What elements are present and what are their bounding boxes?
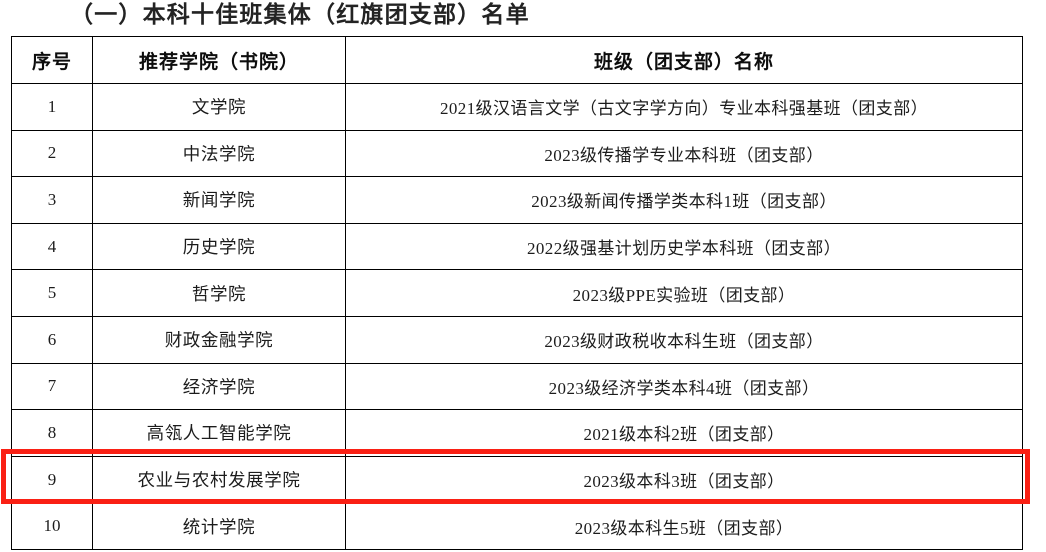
- cell-college: 高瓴人工智能学院: [92, 409, 346, 457]
- cell-classname: 2023级财政税收本科生班（团支部）: [345, 315, 1023, 364]
- cell-no: 2: [11, 129, 93, 178]
- cell-college: 历史学院: [92, 222, 346, 271]
- cell-college: 统计学院: [92, 502, 346, 550]
- cell-classname: 2021级汉语言文学（古文字学方向）专业本科强基班（团支部）: [345, 83, 1023, 131]
- cell-college: 中法学院: [92, 129, 346, 178]
- cell-classname: 2023级经济学类本科4班（团支部）: [345, 362, 1023, 411]
- table-body: 1 文学院 2021级汉语言文学（古文字学方向）专业本科强基班（团支部） 2 中…: [11, 83, 1023, 550]
- cell-no: 4: [11, 222, 93, 271]
- table-row: 2 中法学院 2023级传播学专业本科班（团支部）: [11, 129, 1023, 178]
- roster-table: 序号 推荐学院（书院） 班级（团支部）名称 1 文学院 2021级汉语言文学（古…: [11, 36, 1023, 550]
- cell-classname: 2021级本科2班（团支部）: [345, 409, 1023, 457]
- cell-classname: 2023级本科生5班（团支部）: [345, 502, 1023, 550]
- page-title: （一）本科十佳班集体（红旗团支部）名单: [70, 2, 530, 27]
- cell-classname: 2022级强基计划历史学本科班（团支部）: [345, 222, 1023, 271]
- cell-college: 财政金融学院: [92, 315, 346, 364]
- cell-college: 农业与农村发展学院: [92, 455, 346, 504]
- column-header-no: 序号: [11, 36, 93, 84]
- table-row: 3 新闻学院 2023级新闻传播学类本科1班（团支部）: [11, 176, 1023, 224]
- cell-classname: 2023级本科3班（团支部）: [345, 455, 1023, 504]
- cell-classname: 2023级新闻传播学类本科1班（团支部）: [345, 176, 1023, 224]
- table-header: 序号 推荐学院（书院） 班级（团支部）名称: [11, 36, 1023, 84]
- cell-college: 文学院: [92, 83, 346, 131]
- table-row: 4 历史学院 2022级强基计划历史学本科班（团支部）: [11, 222, 1023, 271]
- roster-table-container: 序号 推荐学院（书院） 班级（团支部）名称 1 文学院 2021级汉语言文学（古…: [11, 36, 1023, 550]
- cell-no: 6: [11, 315, 93, 364]
- table-row: 6 财政金融学院 2023级财政税收本科生班（团支部）: [11, 315, 1023, 364]
- cell-classname: 2023级传播学专业本科班（团支部）: [345, 129, 1023, 178]
- cell-classname: 2023级PPE实验班（团支部）: [345, 269, 1023, 317]
- table-row-highlighted: 9 农业与农村发展学院 2023级本科3班（团支部）: [11, 455, 1023, 504]
- cell-college: 经济学院: [92, 362, 346, 411]
- column-header-classname: 班级（团支部）名称: [345, 36, 1023, 84]
- cell-no: 5: [11, 269, 93, 317]
- cell-no: 8: [11, 409, 93, 457]
- column-header-college: 推荐学院（书院）: [92, 36, 346, 84]
- cell-no: 1: [11, 83, 93, 131]
- table-header-row: 序号 推荐学院（书院） 班级（团支部）名称: [11, 36, 1023, 84]
- cell-college: 哲学院: [92, 269, 346, 317]
- table-row: 5 哲学院 2023级PPE实验班（团支部）: [11, 269, 1023, 317]
- cell-no: 7: [11, 362, 93, 411]
- table-row: 8 高瓴人工智能学院 2021级本科2班（团支部）: [11, 409, 1023, 457]
- table-row: 1 文学院 2021级汉语言文学（古文字学方向）专业本科强基班（团支部）: [11, 83, 1023, 131]
- cell-no: 10: [11, 502, 93, 550]
- table-row: 10 统计学院 2023级本科生5班（团支部）: [11, 502, 1023, 550]
- cell-no: 9: [11, 455, 93, 504]
- cell-no: 3: [11, 176, 93, 224]
- cell-college: 新闻学院: [92, 176, 346, 224]
- table-row: 7 经济学院 2023级经济学类本科4班（团支部）: [11, 362, 1023, 411]
